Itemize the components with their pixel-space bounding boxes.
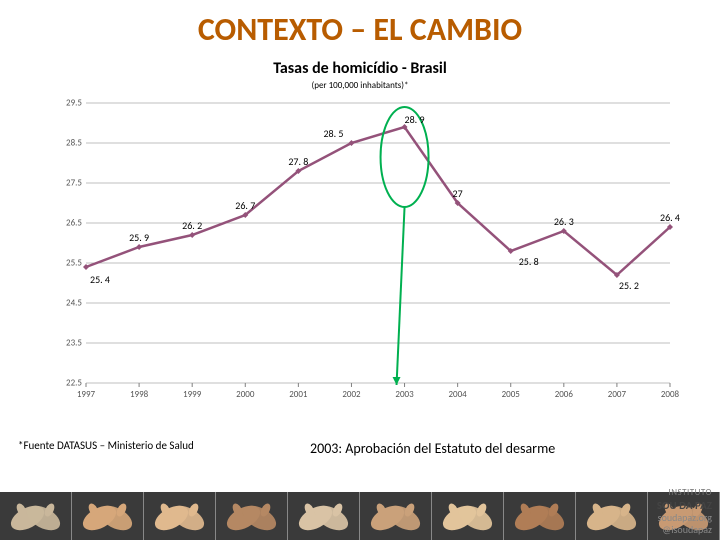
data-label: 25. 2 — [619, 279, 639, 292]
x-tick-label: 1998 — [130, 389, 148, 400]
y-tick-label: 27.5 — [50, 178, 82, 189]
chart-title: Tasas de homicídio - Brasil — [0, 59, 720, 78]
y-tick-label: 23.5 — [50, 338, 82, 349]
crossed-hands-icon — [360, 492, 432, 540]
data-label: 26. 3 — [554, 215, 574, 228]
data-label: 27 — [453, 187, 463, 200]
data-label: 25. 4 — [90, 273, 110, 286]
x-tick-label: 2005 — [502, 389, 520, 400]
x-tick-label: 2006 — [555, 389, 573, 400]
data-label: 25. 9 — [129, 231, 149, 244]
x-tick-label: 1999 — [183, 389, 201, 400]
data-label: 26. 7 — [235, 199, 255, 212]
data-label: 28. 9 — [405, 113, 425, 126]
data-label: 27. 8 — [288, 155, 308, 168]
x-tick-label: 2008 — [661, 389, 679, 400]
x-tick-label: 2001 — [289, 389, 307, 400]
y-tick-label: 28.5 — [50, 138, 82, 149]
slide-title: CONTEXTO – EL CAMBIO — [0, 0, 720, 49]
crossed-hands-icon — [216, 492, 288, 540]
x-tick-label: 2000 — [236, 389, 254, 400]
y-tick-label: 24.5 — [50, 298, 82, 309]
crossed-hands-icon — [432, 492, 504, 540]
crossed-hands-icon — [144, 492, 216, 540]
data-label: 26. 2 — [182, 219, 202, 232]
data-label: 28. 5 — [323, 127, 343, 140]
crossed-hands-icon — [72, 492, 144, 540]
y-tick-label: 22.5 — [50, 378, 82, 389]
crossed-hands-icon — [504, 492, 576, 540]
data-label: 26. 4 — [660, 211, 680, 224]
footer-institute: INSTITUTO — [657, 488, 712, 499]
y-tick-label: 25.5 — [50, 258, 82, 269]
crossed-hands-icon — [0, 492, 72, 540]
footer-credits: INSTITUTO SOU DA PAZ soudapaz.org @isoud… — [657, 488, 712, 536]
crossed-hands-icon — [288, 492, 360, 540]
x-tick-label: 2003 — [395, 389, 413, 400]
data-label: 25. 8 — [519, 255, 539, 268]
footnote: *Fuente DATASUS – Ministerio de Salud — [18, 440, 208, 452]
y-tick-label: 26.5 — [50, 218, 82, 229]
footer-band — [0, 492, 720, 540]
x-tick-label: 2007 — [608, 389, 626, 400]
x-tick-label: 2002 — [342, 389, 360, 400]
line-chart — [50, 97, 680, 407]
crossed-hands-icon — [576, 492, 648, 540]
x-tick-label: 1997 — [77, 389, 95, 400]
y-tick-label: 29.5 — [50, 98, 82, 109]
chart-subtitle: (per 100,000 inhabitants)* — [0, 80, 720, 91]
caption-2003: 2003: Aprobación del Estatuto del desarm… — [310, 440, 555, 457]
chart-area: 22.5 23.5 24.5 25.5 26.5 27.5 28.5 29.5 1997 1998… — [50, 97, 680, 407]
footer-handle-2: @isoudapaz — [657, 524, 712, 536]
x-tick-label: 2004 — [449, 389, 467, 400]
